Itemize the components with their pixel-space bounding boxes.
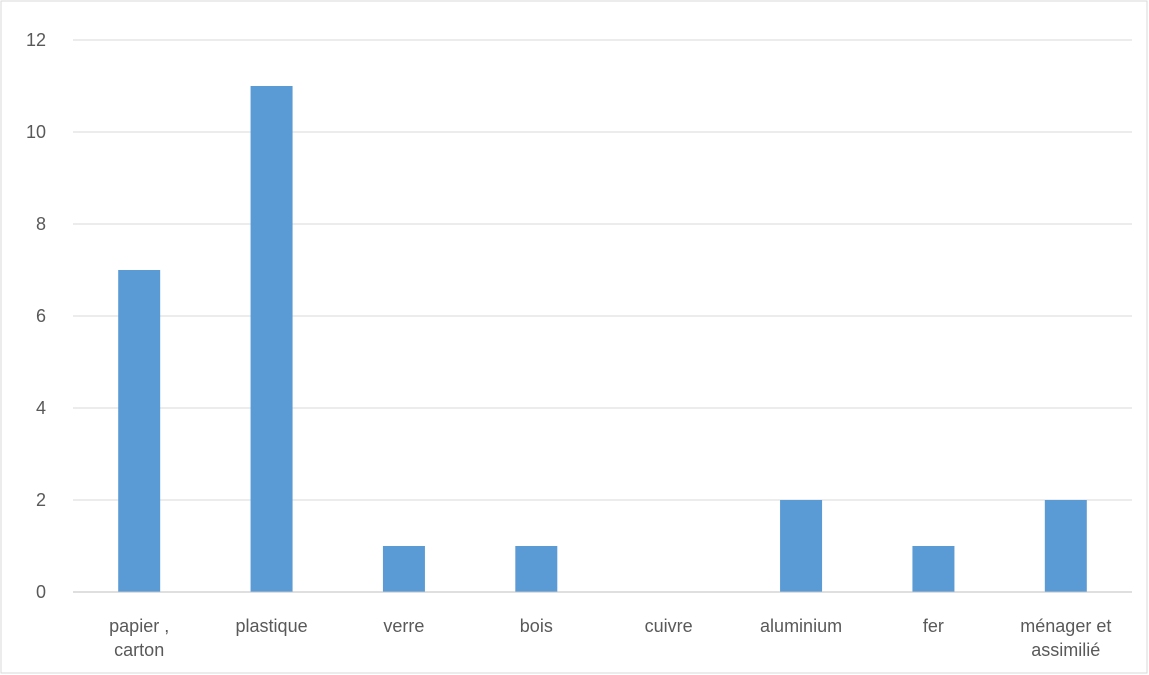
- bar-5: [780, 500, 823, 592]
- y-tick-label: 10: [26, 122, 46, 142]
- bar-7: [1044, 500, 1087, 592]
- x-category-label-line: plastique: [236, 616, 308, 636]
- x-category-label: plastique: [236, 616, 308, 636]
- bar-3: [515, 546, 558, 592]
- x-category-label-line: ménager et: [1020, 616, 1111, 636]
- x-category-label: bois: [520, 616, 553, 636]
- x-category-label: aluminium: [760, 616, 842, 636]
- bars: [118, 86, 1087, 592]
- bar-6: [912, 546, 955, 592]
- y-axis-ticks: 0 2 4 6 8 10 12: [26, 30, 46, 602]
- x-category-label-line: fer: [923, 616, 944, 636]
- y-tick-label: 2: [36, 490, 46, 510]
- x-category-label: cuivre: [645, 616, 693, 636]
- y-tick-label: 12: [26, 30, 46, 50]
- bar-0: [118, 270, 161, 592]
- gridlines: [73, 39, 1132, 501]
- x-category-label-line: cuivre: [645, 616, 693, 636]
- x-category-label-line: bois: [520, 616, 553, 636]
- x-category-label-line: carton: [114, 640, 164, 660]
- x-category-label-line: papier ,: [109, 616, 169, 636]
- bar-1: [250, 86, 293, 592]
- x-category-label-line: assimilié: [1031, 640, 1100, 660]
- x-category-label: verre: [383, 616, 424, 636]
- x-axis-labels: papier , carton plastique verre bois cuivre al…: [109, 616, 1111, 660]
- bar-2: [382, 546, 425, 592]
- x-category-label-line: aluminium: [760, 616, 842, 636]
- y-tick-label: 6: [36, 306, 46, 326]
- x-category-label: fer: [923, 616, 944, 636]
- x-category-label-line: verre: [383, 616, 424, 636]
- x-category-label: papier , carton: [109, 616, 169, 660]
- y-tick-label: 0: [36, 582, 46, 602]
- x-category-label: ménager et assimilié: [1020, 616, 1111, 660]
- y-tick-label: 8: [36, 214, 46, 234]
- y-tick-label: 4: [36, 398, 46, 418]
